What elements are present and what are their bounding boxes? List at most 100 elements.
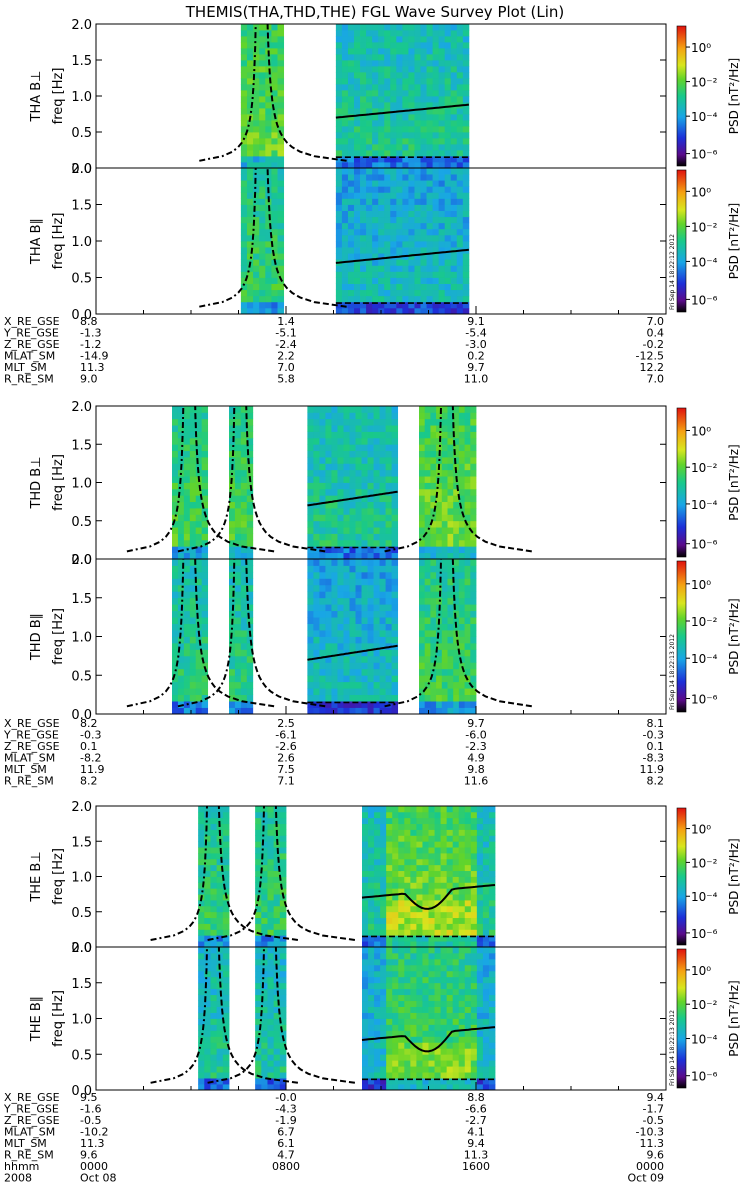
spectrogram-cell (464, 694, 471, 702)
spectrogram-cell (436, 552, 443, 560)
spectrogram-cell (476, 970, 484, 978)
spectrogram-cell (372, 210, 379, 218)
spectrogram-cell (414, 168, 421, 175)
spectrogram-cell (426, 90, 434, 97)
spectrogram-cell (360, 162, 367, 169)
spectrogram-cell (368, 905, 375, 913)
spectrogram-cell (450, 277, 458, 284)
spectrogram-cell (366, 24, 373, 31)
spectrogram-cell (319, 431, 326, 439)
spectrogram-cell (279, 1048, 287, 1055)
spectrogram-cell (447, 501, 454, 509)
spectrogram-cell (337, 539, 344, 547)
fcp-line (361, 884, 496, 910)
spectrogram-cell (234, 463, 242, 471)
spectrogram-cell (259, 180, 266, 187)
spectrogram-cell (331, 425, 338, 432)
spectrogram-cell (355, 675, 362, 683)
spectrogram-cell (319, 501, 326, 509)
spectrogram-cell (488, 1078, 496, 1085)
spectrogram-cell (386, 958, 393, 966)
spectrogram-cell (313, 437, 320, 445)
spectrogram-cell (419, 604, 426, 612)
spectrogram-cell (462, 132, 470, 139)
spectrogram-cell (343, 418, 350, 426)
spectrogram-cell (331, 527, 338, 534)
spectrogram-cell (438, 210, 446, 218)
spectrogram-cell (446, 882, 454, 889)
spectrogram-cell (408, 295, 415, 303)
spectrogram-cell (380, 853, 387, 860)
spectrogram-cell (195, 662, 203, 670)
spectrogram-cell (422, 958, 429, 966)
spectrogram-cell (172, 571, 179, 579)
spectrogram-cell (271, 295, 278, 303)
spectrogram-cell (240, 469, 248, 477)
spectrogram-cell (253, 126, 260, 133)
spectrogram-cell (390, 210, 397, 218)
spectrogram-cell (374, 876, 381, 883)
spectrogram-cell (426, 150, 434, 157)
spectrogram-cell (246, 283, 254, 291)
spectrogram-cell (246, 655, 254, 663)
spectrogram-cell (416, 1072, 423, 1079)
spectrogram-cell (222, 1012, 230, 1019)
spectrogram-cell (201, 675, 209, 683)
spectrogram-cell (476, 829, 484, 836)
spectrogram-cell (446, 864, 454, 872)
spectrogram-cell (246, 66, 254, 73)
spectrogram-cell (362, 1054, 369, 1061)
spectrogram-cell (453, 578, 460, 586)
spectrogram-cell (380, 1078, 387, 1085)
spectrogram-cell (422, 994, 429, 1002)
spectrogram-cell (361, 546, 368, 554)
spectrogram-cell (410, 870, 417, 877)
spectrogram-cell (438, 204, 446, 211)
spectrogram-cell (267, 817, 275, 825)
spectrogram-cell (476, 870, 484, 877)
spectrogram-cell (391, 539, 399, 547)
spectrogram-cell (410, 1048, 417, 1055)
spectrogram-cell (488, 817, 496, 825)
spectrogram-cell (384, 198, 391, 205)
spectrogram-cell (354, 241, 361, 248)
spectrogram-cell (416, 1048, 423, 1055)
freq-label: freq [Hz] (51, 213, 66, 270)
spectrogram-cell (441, 520, 448, 528)
spectrogram-cell (347, 283, 355, 291)
spectrogram-cells (240, 24, 470, 169)
spectrogram-cell (446, 917, 454, 924)
spectrogram-cell (198, 870, 205, 877)
spectrogram-cell (414, 277, 421, 284)
spectrogram-cell (374, 882, 381, 889)
spectrogram-cell (210, 858, 218, 866)
spectrogram-cell (385, 636, 393, 644)
spectrogram-cell (488, 923, 496, 930)
spectrogram-cell (414, 283, 421, 291)
spectrogram-cell (392, 847, 399, 854)
spectrogram-cell (355, 571, 362, 579)
spectrogram-cell (307, 508, 314, 515)
spectrogram-cell (464, 929, 472, 936)
spectrogram-cell (354, 192, 361, 199)
colorbar-tick-label: 10⁻⁶ (691, 538, 718, 552)
spectrogram-cell (240, 617, 248, 624)
spectrogram-cell (234, 630, 242, 637)
spectrogram-cell (341, 42, 349, 49)
spectrogram-cell (198, 835, 205, 842)
spectrogram-cell (444, 30, 452, 37)
spectrogram-cell (464, 688, 471, 696)
spectrogram-cell (380, 870, 387, 877)
spectrogram-cell (440, 847, 448, 854)
spectrogram-cell (349, 508, 356, 515)
spectrogram-cell (378, 120, 385, 127)
spectrogram-cell (349, 463, 356, 471)
spectrogram-cell (367, 469, 374, 477)
spectrogram-cell (279, 964, 287, 972)
spectrogram-cell (385, 688, 393, 696)
spectrogram-cell (354, 234, 361, 242)
spectrogram-cell (422, 829, 429, 836)
spectrogram-cell (337, 495, 344, 503)
spectrogram-cell (360, 277, 367, 284)
spectrogram-cell (216, 806, 224, 813)
